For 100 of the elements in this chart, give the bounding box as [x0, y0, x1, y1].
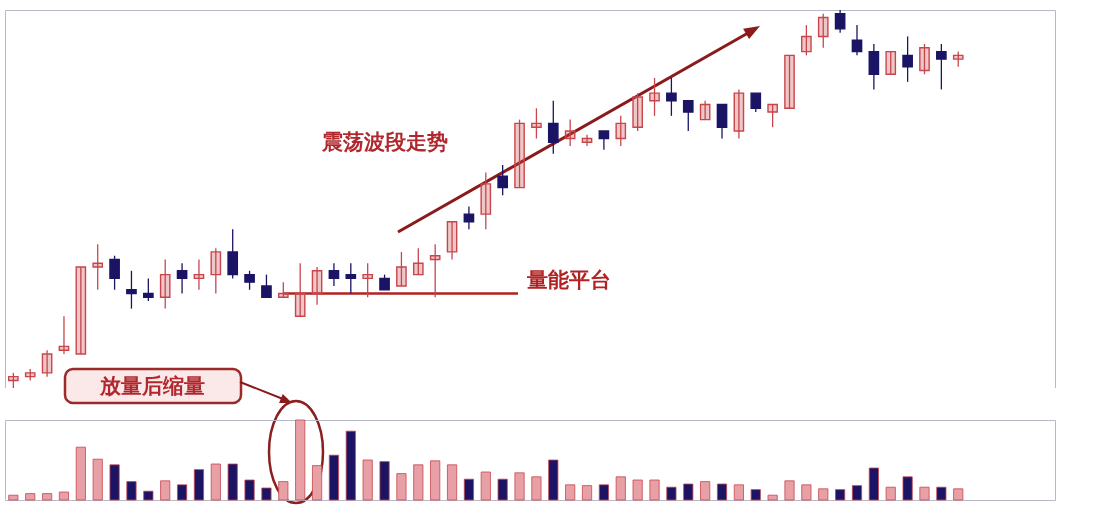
candlestick [632, 92, 643, 132]
bar [244, 479, 255, 501]
bar [919, 486, 930, 501]
bar [683, 483, 694, 501]
candlestick [733, 88, 745, 140]
candlestick [801, 24, 812, 57]
bar [413, 464, 424, 501]
candlestick [396, 251, 407, 287]
bar [8, 494, 19, 501]
candlestick [716, 103, 728, 140]
candlestick [345, 262, 357, 295]
candlestick [176, 262, 188, 295]
candlestick [429, 243, 441, 298]
candlestick [666, 77, 677, 117]
bar [160, 480, 171, 501]
bar [42, 493, 53, 501]
ref-line-label: 量能平台 [526, 266, 611, 292]
candlestick [919, 43, 930, 75]
bar [210, 463, 221, 501]
bar [767, 494, 778, 501]
bar [126, 481, 137, 501]
bar [818, 488, 829, 501]
bar [750, 489, 761, 501]
bar [345, 430, 356, 501]
candlestick [126, 270, 137, 310]
candlestick [699, 100, 711, 121]
bar [953, 488, 964, 501]
candlestick [750, 92, 762, 113]
candlestick [497, 164, 509, 196]
candlestick [902, 35, 913, 83]
candlestick [817, 13, 829, 49]
bar [649, 479, 660, 501]
bar [716, 483, 728, 501]
candlestick [261, 273, 272, 298]
bar [514, 472, 525, 501]
candlestick [581, 134, 593, 147]
candlestick [244, 270, 255, 291]
bar [733, 484, 744, 501]
candlestick [547, 100, 559, 155]
bar [700, 481, 711, 501]
candlestick [480, 171, 492, 230]
bar [784, 480, 795, 501]
bar [328, 454, 339, 501]
candlestick [41, 349, 53, 378]
bar [193, 469, 204, 501]
bar [92, 458, 103, 501]
bar [58, 491, 70, 501]
candlestick [598, 130, 610, 151]
candlestick [294, 262, 306, 317]
candlestick [92, 243, 104, 291]
candlestick [412, 247, 424, 276]
bar [581, 485, 593, 501]
bar [902, 476, 913, 501]
bar [227, 463, 238, 501]
candlestick [682, 100, 694, 132]
candlestick [564, 118, 576, 147]
bar [885, 486, 896, 501]
candlestick [210, 247, 222, 295]
bar [430, 460, 441, 501]
bar [666, 486, 677, 501]
bar [565, 484, 576, 501]
bar [463, 478, 474, 501]
bar [295, 419, 306, 501]
candlestick [193, 258, 205, 291]
bar [936, 486, 947, 501]
candlestick [58, 315, 70, 355]
bar [109, 464, 120, 501]
candlestick [446, 220, 458, 261]
candlestick [885, 50, 897, 75]
bar [447, 464, 458, 501]
candlestick [784, 54, 795, 109]
candlestick [834, 9, 846, 34]
bar [396, 473, 407, 501]
bar [278, 481, 289, 501]
bar [868, 467, 879, 501]
annotation: 震荡波段走势 [321, 129, 448, 154]
bar [75, 446, 86, 501]
candlestick [109, 255, 120, 291]
bar [362, 459, 373, 501]
bar [615, 476, 626, 501]
candlestick [615, 115, 627, 147]
candlestick [311, 266, 323, 306]
bar [379, 461, 390, 501]
candlestick [851, 24, 863, 57]
bar [177, 484, 188, 501]
bar [851, 485, 863, 501]
bar [598, 484, 609, 501]
bar [143, 490, 154, 501]
candlestick [868, 43, 880, 91]
candlestick [649, 77, 660, 117]
bar [632, 479, 643, 501]
candlestick [936, 43, 947, 91]
candlestick [159, 258, 171, 310]
bar [312, 465, 323, 501]
bar [531, 476, 542, 501]
candlestick [514, 118, 525, 189]
bar [801, 484, 812, 501]
bar [497, 478, 508, 501]
bar [25, 493, 36, 501]
bar [261, 487, 272, 501]
